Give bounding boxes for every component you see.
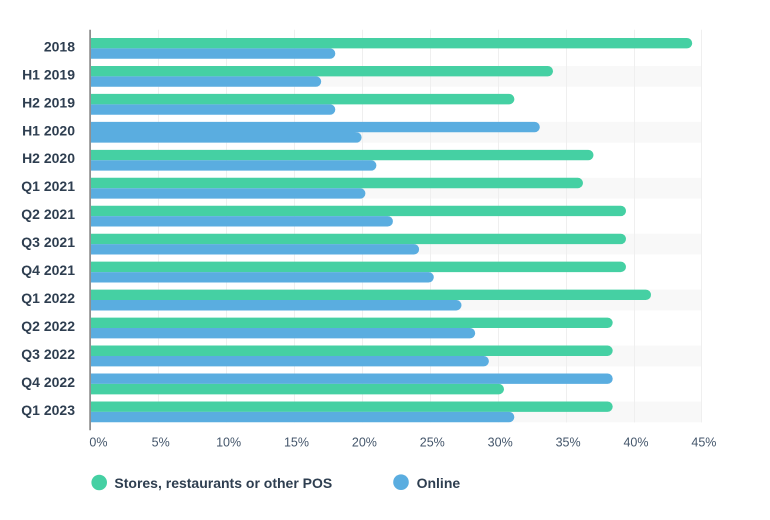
svg-text:25%: 25% [420, 436, 445, 450]
svg-text:5%: 5% [152, 436, 170, 450]
svg-text:Q4 2022: Q4 2022 [21, 374, 75, 390]
svg-text:Q3 2021: Q3 2021 [21, 234, 75, 250]
svg-text:35%: 35% [556, 436, 581, 450]
svg-text:45%: 45% [691, 436, 716, 450]
svg-text:20%: 20% [352, 436, 377, 450]
svg-text:0%: 0% [89, 436, 107, 450]
svg-text:Q2 2021: Q2 2021 [21, 206, 75, 222]
svg-text:H2 2020: H2 2020 [22, 150, 75, 166]
svg-text:H2 2019: H2 2019 [22, 94, 75, 110]
svg-text:Q4 2021: Q4 2021 [21, 262, 75, 278]
svg-text:H1 2020: H1 2020 [22, 122, 75, 138]
svg-text:H1 2019: H1 2019 [22, 66, 75, 82]
svg-text:Online: Online [417, 475, 461, 491]
svg-text:2018: 2018 [44, 38, 75, 54]
svg-text:15%: 15% [284, 436, 309, 450]
svg-text:Q1 2022: Q1 2022 [21, 290, 75, 306]
svg-text:30%: 30% [488, 436, 513, 450]
svg-text:Q3 2022: Q3 2022 [21, 346, 75, 362]
svg-text:Q1 2023: Q1 2023 [21, 402, 75, 418]
svg-text:10%: 10% [216, 436, 241, 450]
svg-text:Q2 2022: Q2 2022 [21, 318, 75, 334]
svg-text:40%: 40% [623, 436, 648, 450]
svg-text:Q1 2021: Q1 2021 [21, 178, 75, 194]
svg-text:Stores, restaurants or other P: Stores, restaurants or other POS [114, 475, 332, 491]
